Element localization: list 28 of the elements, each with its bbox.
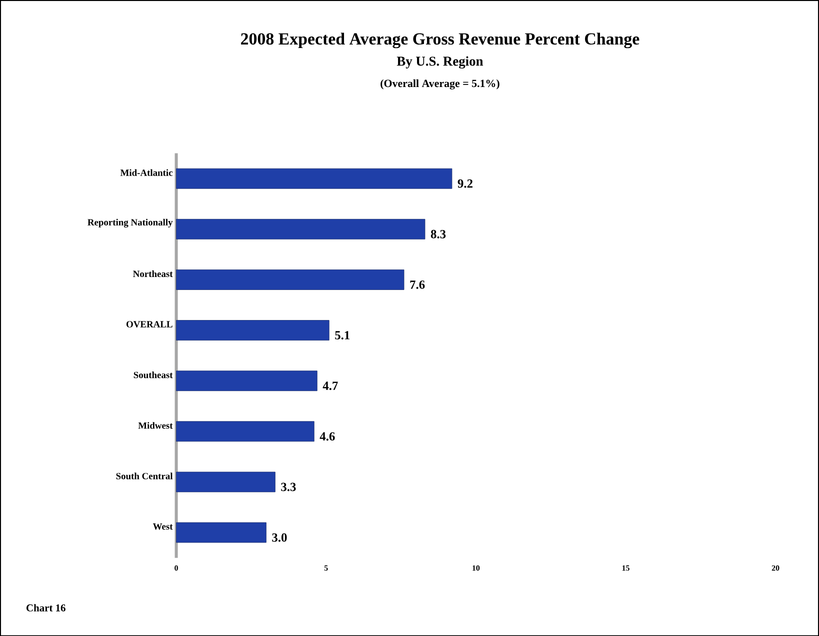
data-label: 3.0 — [272, 533, 287, 542]
data-label: 3.3 — [281, 482, 296, 492]
y-tick-label: South Central — [116, 472, 173, 480]
bar — [176, 218, 426, 240]
data-label: 9.2 — [458, 179, 472, 188]
y-tick-label: Mid-Atlantic — [120, 169, 173, 176]
bar — [176, 522, 266, 543]
chart-subtitle: By U.S. Region — [396, 56, 484, 68]
data-label: 4.7 — [322, 382, 338, 390]
bar — [176, 421, 314, 442]
data-label: 4.6 — [320, 432, 335, 440]
y-tick-label: Northeast — [133, 270, 173, 277]
bar — [176, 320, 330, 340]
bar — [176, 472, 276, 492]
data-label: 8.3 — [430, 230, 446, 238]
bar — [176, 370, 318, 391]
data-label: 7.6 — [410, 280, 425, 289]
chart-title: 2008 Expected Average Gross Revenue Percent Change — [241, 32, 640, 48]
bar — [176, 269, 404, 290]
caption: Chart 16 — [26, 604, 66, 612]
y-tick-label: Southeast — [134, 371, 173, 378]
y-tick-label: West — [152, 523, 173, 530]
y-tick-label: OVERALL — [126, 320, 172, 328]
y-tick-label: Reporting Nationally — [88, 218, 173, 228]
text: (Overall Average = 5.1%) — [380, 79, 500, 90]
y-tick-label: Midwest — [138, 422, 173, 429]
bar — [176, 168, 452, 189]
data-label: 5.1 — [335, 330, 350, 340]
